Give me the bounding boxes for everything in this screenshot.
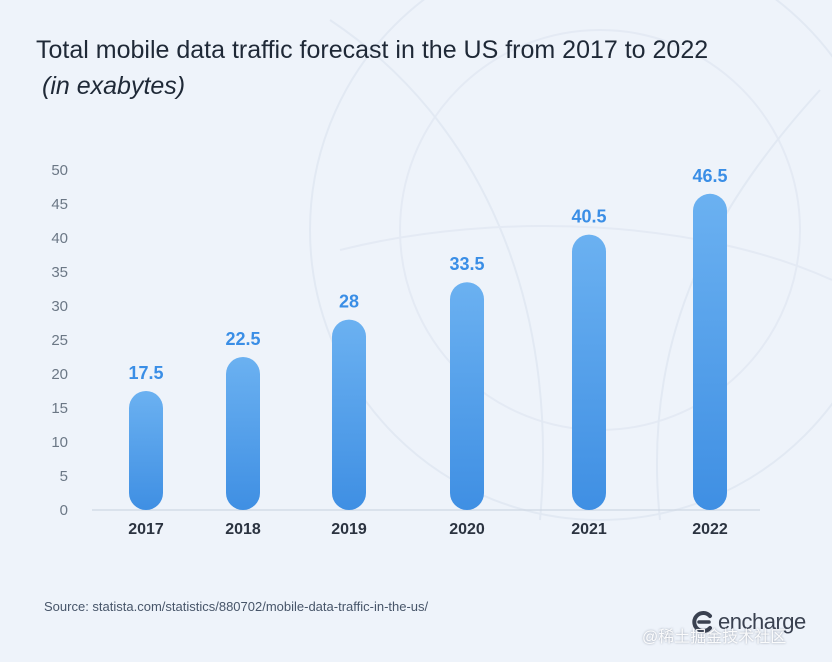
value-labels: 17.5 22.5 28 33.5 40.5 46.5	[128, 166, 727, 383]
x-tick-label: 2020	[449, 521, 485, 538]
y-tick-label: 15	[51, 400, 68, 417]
y-tick-label: 40	[51, 230, 68, 247]
y-tick-label: 50	[51, 162, 68, 179]
bar-2019	[332, 319, 366, 510]
value-label: 28	[339, 292, 359, 312]
watermark: @稀土掘金技术社区	[642, 629, 787, 646]
y-tick-label: 25	[51, 332, 68, 349]
y-tick-label: 0	[60, 502, 68, 519]
chart-subtitle: (in exabytes)	[42, 72, 186, 100]
bar-2021	[572, 234, 606, 510]
bar-2022	[693, 193, 727, 511]
x-tick-label: 2018	[225, 521, 261, 538]
y-tick-label: 10	[51, 434, 68, 451]
bar-2018	[226, 357, 260, 510]
y-axis: 0 5 10 15 20 25 30 35 40 45 50	[51, 162, 68, 519]
value-label: 17.5	[128, 363, 163, 383]
value-label: 46.5	[692, 166, 727, 186]
value-label: 22.5	[225, 329, 260, 349]
source-note: Source: statista.com/statistics/880702/m…	[44, 599, 429, 614]
x-tick-label: 2019	[331, 521, 367, 538]
brand-name: encharge	[718, 609, 806, 634]
y-tick-label: 45	[51, 196, 68, 213]
value-label: 40.5	[571, 207, 606, 227]
bar-2020	[450, 282, 484, 510]
x-tick-label: 2022	[692, 521, 728, 538]
value-label: 33.5	[449, 254, 484, 274]
bar-2017	[129, 391, 163, 510]
y-tick-label: 20	[51, 366, 68, 383]
bars	[129, 193, 727, 511]
brand-logo: encharge	[690, 605, 806, 639]
x-tick-label: 2017	[128, 521, 164, 538]
chart-title: Total mobile data traffic forecast in th…	[36, 36, 709, 64]
x-axis: 2017 2018 2019 2020 2021 2022	[128, 521, 728, 538]
encharge-logo-icon	[692, 611, 712, 633]
y-tick-label: 30	[51, 298, 68, 315]
y-tick-label: 35	[51, 264, 68, 281]
y-tick-label: 5	[60, 468, 68, 485]
x-tick-label: 2021	[571, 521, 607, 538]
